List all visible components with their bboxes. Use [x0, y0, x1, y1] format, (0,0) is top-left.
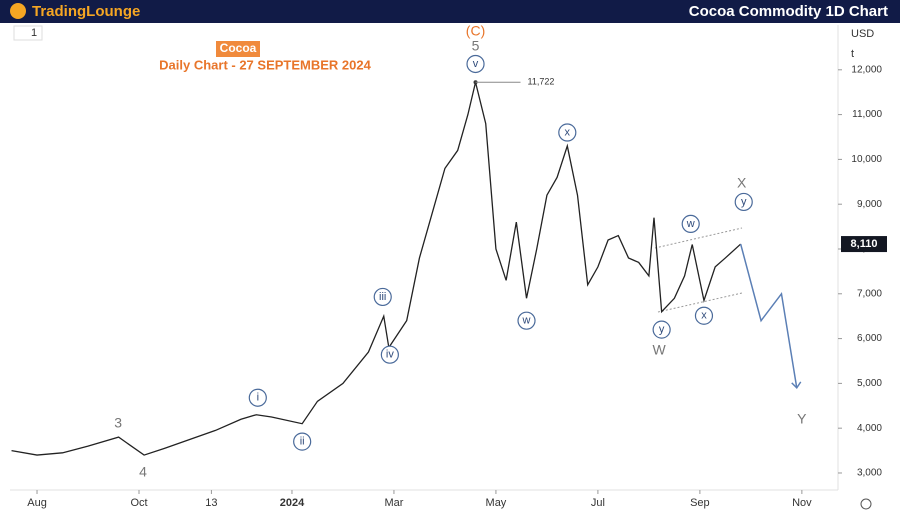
- y-tick-label: 6,000: [857, 333, 882, 344]
- wave-label: ii: [300, 436, 305, 448]
- y-tick-label: 7,000: [857, 288, 882, 299]
- chart-title: Cocoa: [220, 41, 257, 55]
- wave-circle: [248, 388, 267, 407]
- settings-icon[interactable]: [860, 498, 872, 510]
- wave-circle: [373, 287, 392, 307]
- header-bar: [0, 0, 900, 23]
- wave-label: w: [686, 218, 695, 230]
- peak-label: 11,722: [528, 77, 555, 87]
- y-tick-label: 9,000: [857, 199, 882, 210]
- wave-label: y: [741, 196, 747, 208]
- wave-label: (C): [466, 22, 485, 38]
- wave-label: 4: [139, 464, 147, 480]
- wave-circle: [558, 123, 577, 142]
- x-tick-label: May: [486, 497, 507, 509]
- y-tick-label: 12,000: [851, 64, 882, 75]
- y-tick-label: 4,000: [857, 423, 882, 434]
- y-tick-label: 3,000: [857, 468, 882, 479]
- y-tick-label: 5,000: [857, 378, 882, 389]
- wave-label: w: [522, 315, 531, 327]
- wave-label: 5: [472, 38, 480, 54]
- wave-label: x: [565, 126, 571, 138]
- wave-label: X: [737, 175, 747, 191]
- projection-arrow: [791, 381, 802, 390]
- wave-label: Y: [797, 410, 807, 426]
- wave-label: iii: [379, 291, 386, 303]
- interval[interactable]: 1: [31, 27, 37, 39]
- wave-circle: [652, 320, 671, 339]
- wave-circle: [466, 54, 485, 74]
- brand: TradingLounge: [32, 3, 140, 20]
- last-price-tag: [841, 236, 887, 253]
- wave-label: y: [659, 324, 665, 336]
- x-tick-label: Aug: [27, 497, 47, 509]
- title-box: [216, 41, 260, 57]
- price-line: [11, 82, 742, 456]
- x-tick-label: Nov: [792, 497, 812, 509]
- x-tick-label: Jul: [591, 497, 605, 509]
- wave-circle: [681, 214, 700, 234]
- x-tick-label: 2024: [280, 497, 305, 509]
- channel-line: [654, 227, 743, 249]
- projection-line: [739, 243, 798, 388]
- wave-circle: [380, 345, 399, 364]
- wave-label: iv: [386, 349, 394, 361]
- x-tick-label: Oct: [130, 497, 147, 509]
- wave-circle: [734, 192, 753, 212]
- wave-label: 3: [114, 414, 122, 430]
- wave-circle: [293, 432, 312, 451]
- wave-label: i: [257, 392, 259, 404]
- x-tick-label: Sep: [690, 497, 710, 509]
- wave-label: W: [652, 341, 666, 357]
- logo-icon: [10, 3, 26, 19]
- scale-mode[interactable]: t: [851, 48, 854, 60]
- wave-circle: [694, 306, 714, 325]
- x-tick-label: 13: [205, 497, 217, 509]
- interval-box[interactable]: [13, 25, 43, 41]
- currency[interactable]: USD: [851, 28, 874, 40]
- y-tick-label: 11,000: [852, 109, 882, 120]
- chart-subtitle: Daily Chart - 27 SEPTEMBER 2024: [159, 57, 371, 72]
- x-tick-label: Mar: [384, 497, 403, 509]
- header-title: Cocoa Commodity 1D Chart: [689, 3, 888, 20]
- wave-label: x: [701, 310, 707, 322]
- wave-label: v: [473, 58, 479, 70]
- y-tick-label: 10,000: [851, 154, 882, 165]
- last-price-label: 8,110: [851, 238, 878, 250]
- wave-circle: [517, 311, 536, 330]
